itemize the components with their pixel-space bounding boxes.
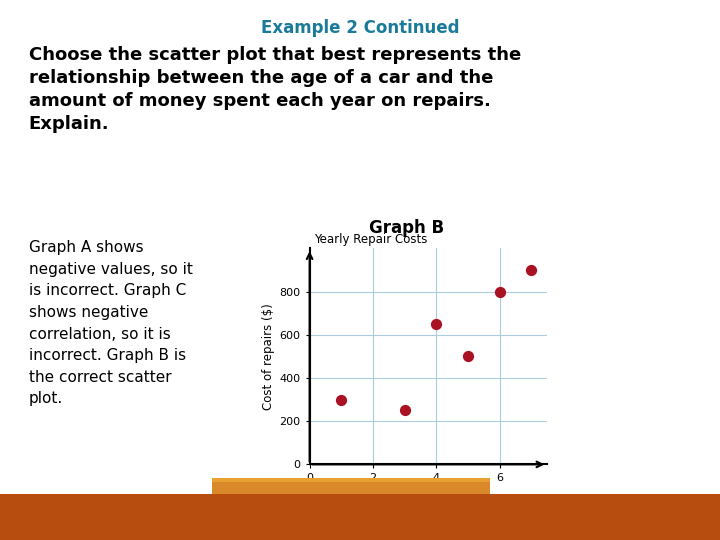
- Y-axis label: Cost of repairs ($): Cost of repairs ($): [262, 303, 275, 410]
- Text: Example 2 Continued: Example 2 Continued: [261, 19, 459, 37]
- Text: Graph B: Graph B: [369, 219, 444, 237]
- Point: [399, 406, 410, 415]
- Text: Yearly Repair Costs: Yearly Repair Costs: [315, 233, 428, 246]
- Point: [431, 320, 442, 328]
- Point: [462, 352, 474, 361]
- Point: [336, 395, 347, 404]
- Text: Choose the scatter plot that best represents the
relationship between the age of: Choose the scatter plot that best repres…: [29, 46, 521, 133]
- Point: [526, 266, 537, 274]
- Point: [494, 287, 505, 296]
- Text: Graph A shows
negative values, so it
is incorrect. Graph C
shows negative
correl: Graph A shows negative values, so it is …: [29, 240, 193, 407]
- X-axis label: Age of car (yr): Age of car (yr): [386, 488, 471, 501]
